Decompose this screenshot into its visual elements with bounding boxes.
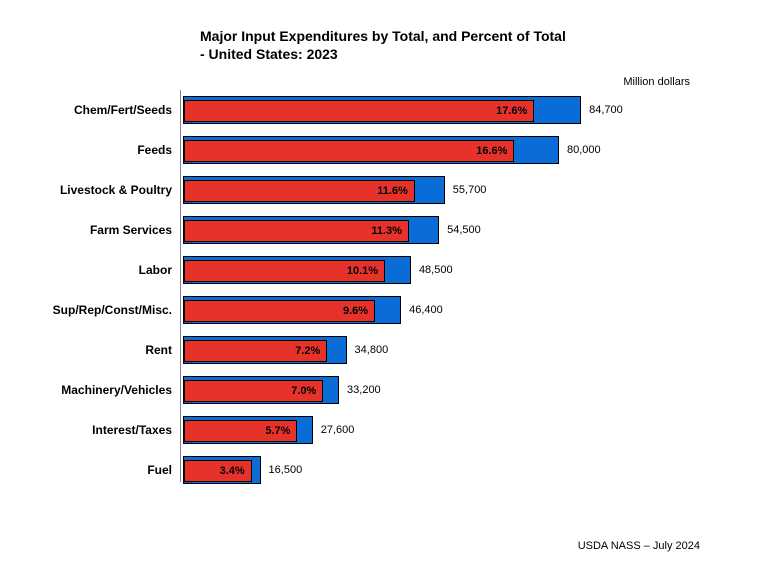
percent-label: 11.3% — [371, 225, 402, 237]
value-label: 54,500 — [447, 224, 481, 236]
percent-bar: 10.1% — [184, 260, 385, 282]
percent-label: 11.6% — [377, 185, 408, 197]
value-label: 33,200 — [347, 384, 381, 396]
percent-label: 7.0% — [291, 385, 316, 397]
category-label: Labor — [139, 263, 172, 277]
category-label: Fuel — [147, 463, 172, 477]
value-bar: 11.6% — [183, 176, 445, 204]
value-bar: 11.3% — [183, 216, 439, 244]
chart-title: Major Input Expenditures by Total, and P… — [200, 28, 566, 63]
percent-bar: 16.6% — [184, 140, 514, 162]
value-label: 80,000 — [567, 144, 601, 156]
percent-bar: 17.6% — [184, 100, 534, 122]
value-label: 84,700 — [589, 104, 623, 116]
chart-row: Labor10.1%48,500 — [180, 250, 680, 290]
value-bar: 9.6% — [183, 296, 401, 324]
title-line-2: - United States: 2023 — [200, 46, 338, 62]
category-label: Interest/Taxes — [92, 423, 172, 437]
category-label: Livestock & Poultry — [60, 183, 172, 197]
value-bar: 17.6% — [183, 96, 581, 124]
value-label: 27,600 — [321, 424, 355, 436]
value-label: 34,800 — [355, 344, 389, 356]
percent-bar: 7.2% — [184, 340, 327, 362]
category-label: Rent — [145, 343, 172, 357]
value-label: 48,500 — [419, 264, 453, 276]
value-bar: 5.7% — [183, 416, 313, 444]
chart-footer: USDA NASS – July 2024 — [578, 540, 700, 552]
chart-row: Farm Services11.3%54,500 — [180, 210, 680, 250]
value-label: 16,500 — [269, 464, 303, 476]
chart-row: Sup/Rep/Const/Misc.9.6%46,400 — [180, 290, 680, 330]
percent-bar: 5.7% — [184, 420, 297, 442]
percent-bar: 11.6% — [184, 180, 415, 202]
category-label: Chem/Fert/Seeds — [74, 103, 172, 117]
value-bar: 16.6% — [183, 136, 559, 164]
percent-label: 9.6% — [343, 305, 368, 317]
value-bar: 3.4% — [183, 456, 261, 484]
value-label: 46,400 — [409, 304, 443, 316]
chart-row: Interest/Taxes5.7%27,600 — [180, 410, 680, 450]
chart-row: Chem/Fert/Seeds17.6%84,700 — [180, 90, 680, 130]
value-bar: 7.2% — [183, 336, 347, 364]
category-label: Feeds — [137, 143, 172, 157]
value-label: 55,700 — [453, 184, 487, 196]
value-bar: 10.1% — [183, 256, 411, 284]
percent-label: 3.4% — [220, 465, 245, 477]
value-bar: 7.0% — [183, 376, 339, 404]
chart-row: Livestock & Poultry11.6%55,700 — [180, 170, 680, 210]
chart-row: Machinery/Vehicles7.0%33,200 — [180, 370, 680, 410]
category-label: Farm Services — [90, 223, 172, 237]
percent-bar: 3.4% — [184, 460, 252, 482]
percent-bar: 7.0% — [184, 380, 323, 402]
percent-bar: 9.6% — [184, 300, 375, 322]
percent-bar: 11.3% — [184, 220, 409, 242]
category-label: Machinery/Vehicles — [61, 383, 172, 397]
percent-label: 5.7% — [265, 425, 290, 437]
chart-row: Feeds16.6%80,000 — [180, 130, 680, 170]
percent-label: 16.6% — [476, 145, 507, 157]
percent-label: 10.1% — [347, 265, 378, 277]
percent-label: 17.6% — [496, 105, 527, 117]
category-label: Sup/Rep/Const/Misc. — [53, 303, 172, 317]
chart-row: Rent7.2%34,800 — [180, 330, 680, 370]
axis-label: Million dollars — [623, 76, 690, 88]
title-line-1: Major Input Expenditures by Total, and P… — [200, 28, 566, 44]
percent-label: 7.2% — [295, 345, 320, 357]
bar-chart: Chem/Fert/Seeds17.6%84,700Feeds16.6%80,0… — [180, 90, 680, 510]
chart-row: Fuel3.4%16,500 — [180, 450, 680, 490]
